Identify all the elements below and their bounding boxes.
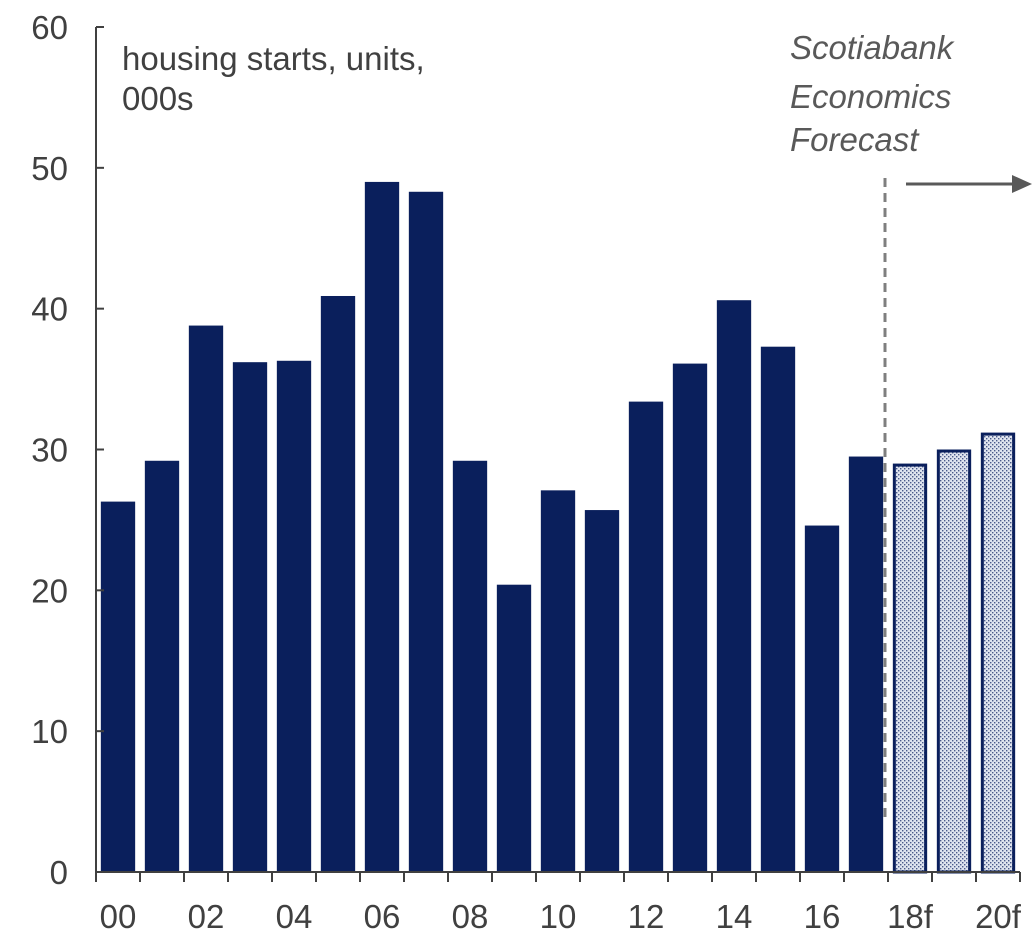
x-tick-label-02: 02: [188, 898, 225, 935]
y-tick-label-50: 50: [31, 150, 68, 187]
bar-11: [584, 510, 620, 872]
y-tick-label-10: 10: [31, 713, 68, 750]
bar-16: [804, 525, 840, 872]
forecast-annotation-line3: Forecast: [790, 121, 920, 158]
forecast-annotation-line1: Scotiabank: [790, 29, 955, 66]
bar-04: [276, 360, 312, 872]
bar-12: [628, 401, 664, 872]
bar-07: [408, 191, 444, 872]
x-tick-label-06: 06: [364, 898, 401, 935]
x-tick-label-12: 12: [628, 898, 665, 935]
bar-01: [144, 460, 180, 872]
forecast-bar-18f: [892, 463, 928, 874]
bar-10: [540, 490, 576, 872]
y-unit-label-line2: 000s: [122, 80, 194, 117]
y-tick-label-0: 0: [50, 854, 68, 891]
axes-group: 0 10 20 30 40 50 60 00 02 04 06 08 10 12 14 16 18f 20f: [31, 9, 1021, 935]
bar-03: [232, 362, 268, 872]
forecast-arrow-head: [1012, 175, 1032, 193]
bar-05: [320, 295, 356, 872]
x-tick-label-14: 14: [716, 898, 753, 935]
bar-14: [716, 300, 752, 872]
x-tick-label-18f: 18f: [887, 898, 934, 935]
bar-15: [760, 346, 796, 873]
x-tick-label-20f: 20f: [975, 898, 1022, 935]
y-tick-label-20: 20: [31, 572, 68, 609]
y-tick-label-40: 40: [31, 291, 68, 328]
x-tick-label-08: 08: [452, 898, 489, 935]
bar-06: [364, 181, 400, 872]
bar-02: [188, 325, 224, 873]
bar-17: [848, 456, 884, 872]
forecast-annotation-line2: Economics: [790, 78, 951, 115]
bar-00: [100, 501, 136, 872]
bars-group: [100, 181, 1016, 874]
x-tick-label-10: 10: [540, 898, 577, 935]
forecast-bar-19f: [936, 449, 972, 874]
y-tick-label-30: 30: [31, 432, 68, 469]
x-tick-label-16: 16: [804, 898, 841, 935]
y-tick-label-60: 60: [31, 9, 68, 46]
x-tick-label-04: 04: [276, 898, 313, 935]
bar-08: [452, 460, 488, 872]
x-tick-label-00: 00: [100, 898, 137, 935]
bar-09: [496, 584, 532, 872]
bar-13: [672, 363, 708, 872]
forecast-bar-20f: [980, 432, 1016, 874]
y-unit-label-line1: housing starts, units,: [122, 40, 425, 77]
